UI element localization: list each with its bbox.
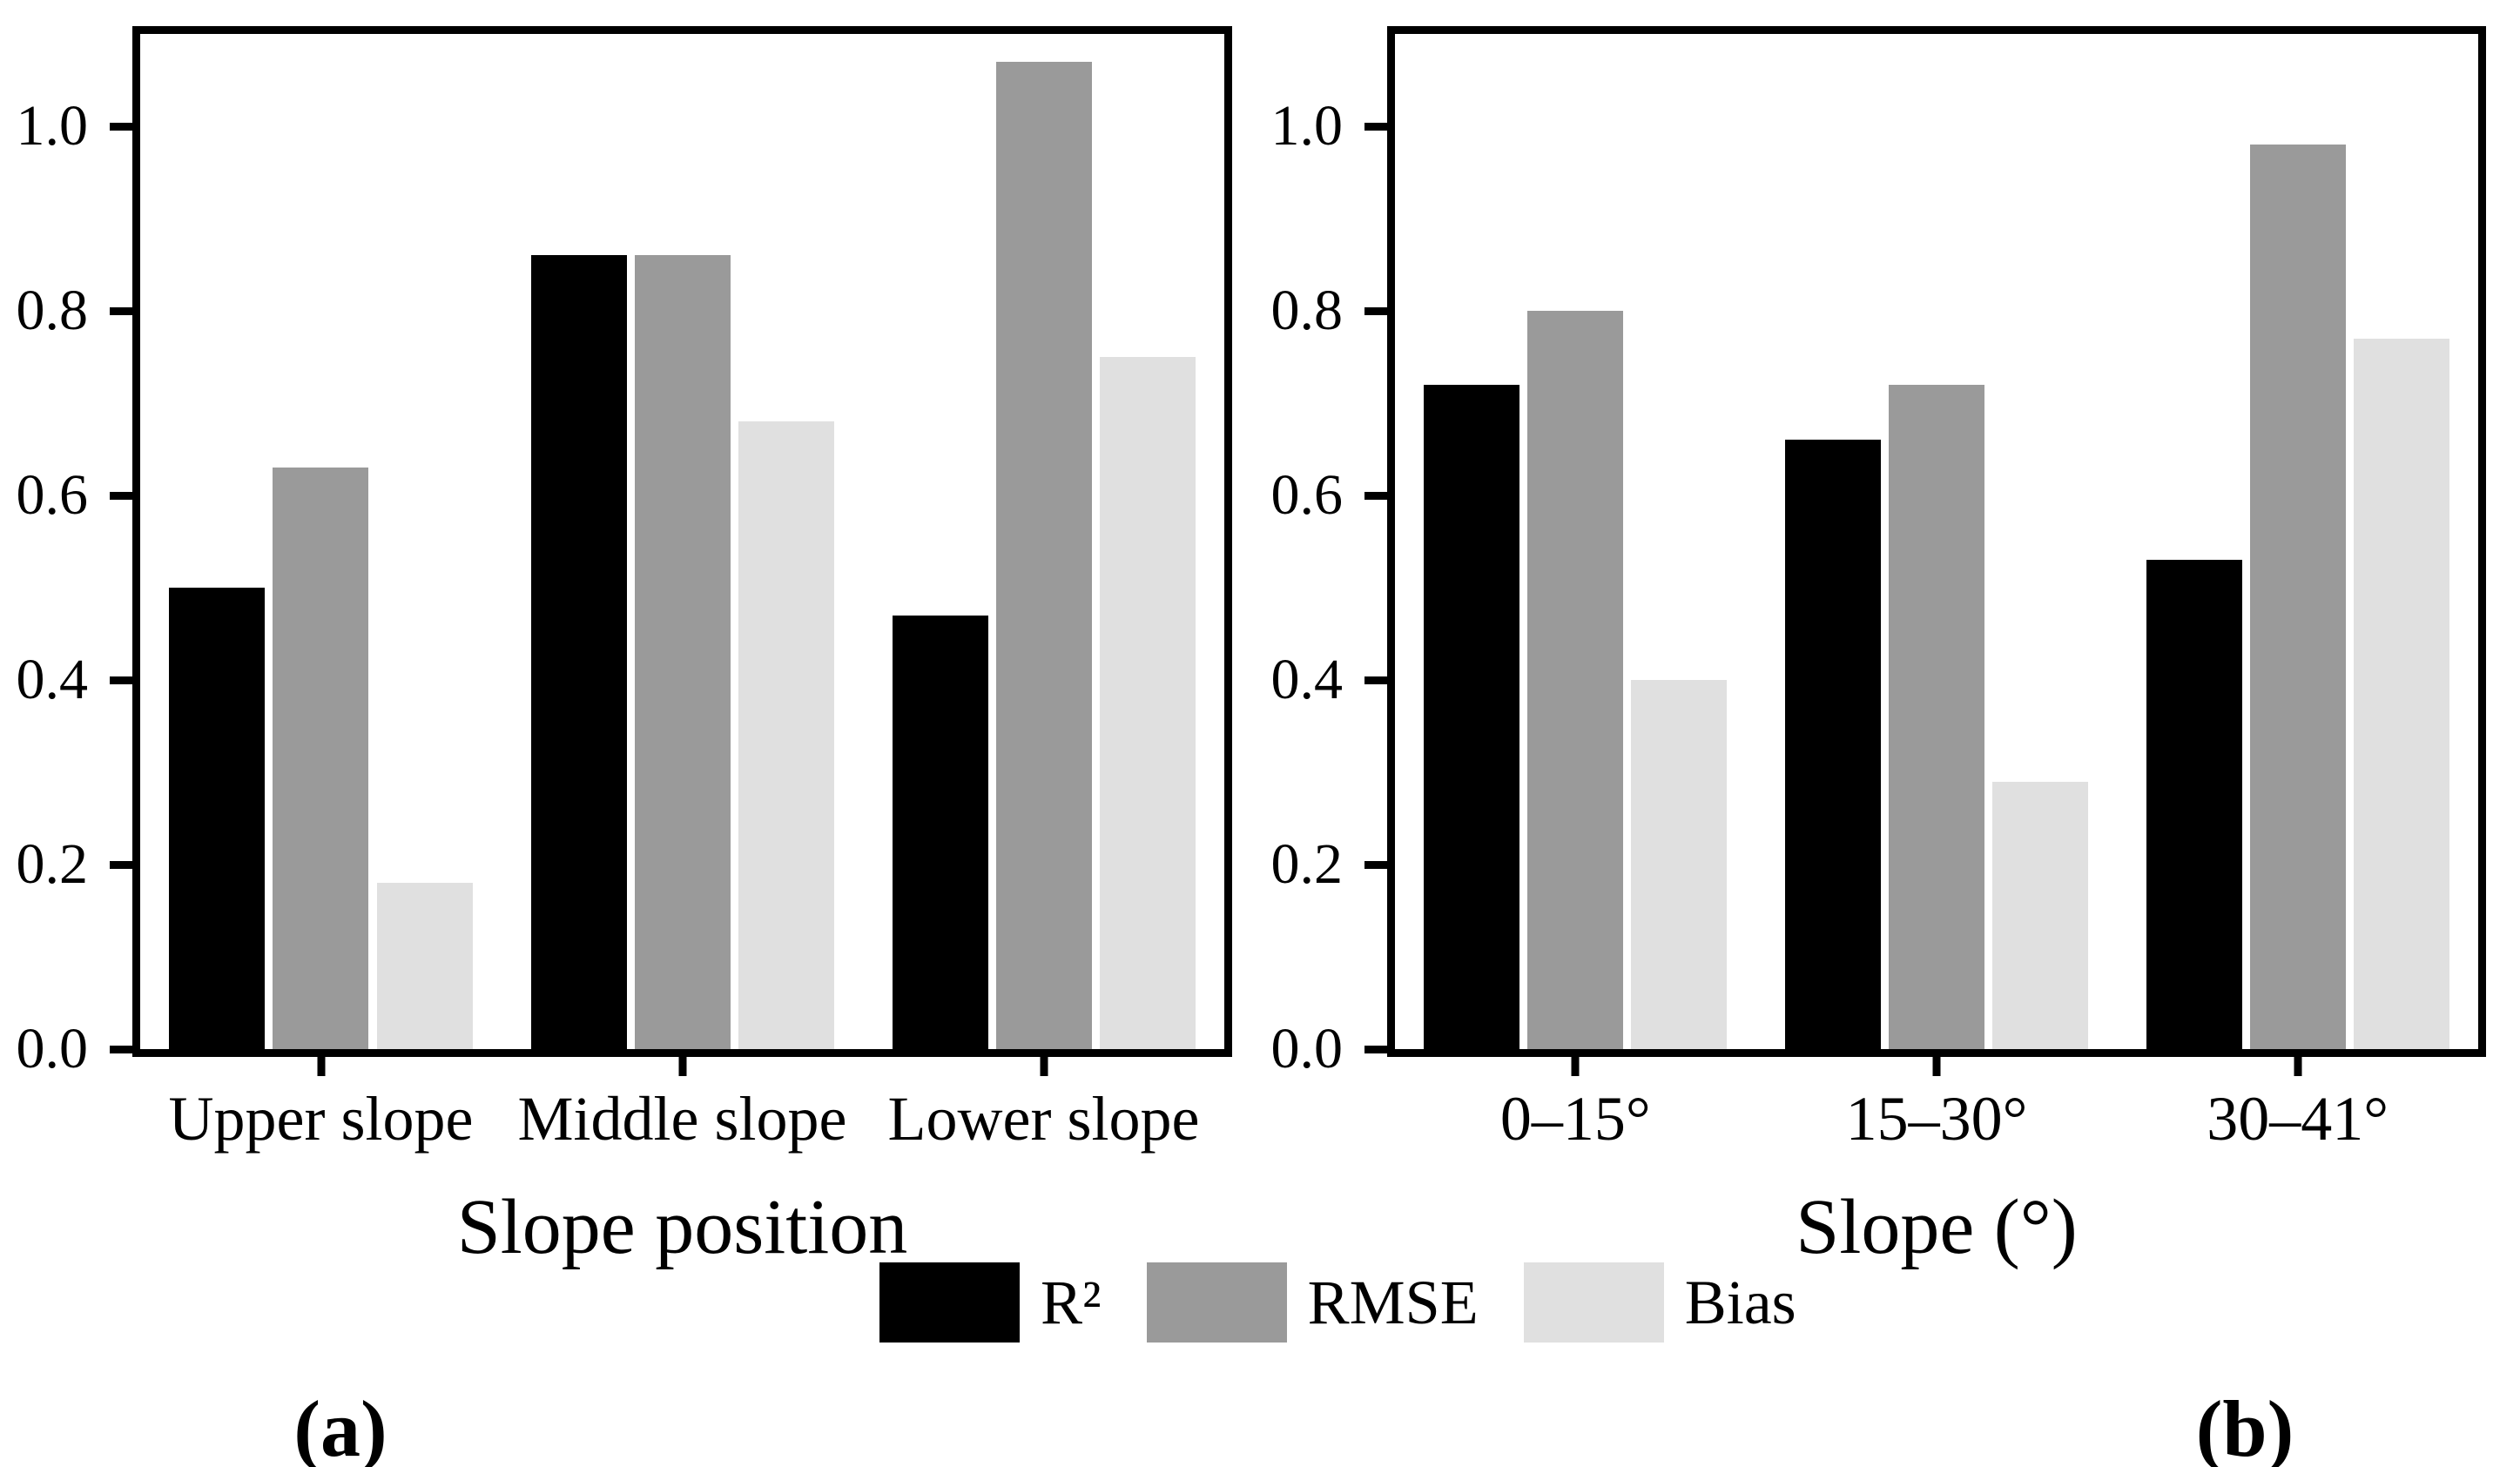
bar-rmse-b-group2 (1889, 384, 1984, 1049)
x-tick-label: 0–15° (1499, 1084, 1651, 1154)
x-tick-label: 30–41° (2207, 1084, 2389, 1154)
y-tick-label: 0.4 (16, 648, 89, 711)
y-tick-label: 0.8 (1270, 279, 1344, 342)
y-axis-tick (1364, 122, 1387, 131)
y-tick-label: 0.8 (16, 279, 89, 342)
bar-rmse-a-group3 (995, 61, 1092, 1049)
y-axis-tick (1364, 491, 1387, 500)
x-axis-tick (1571, 1057, 1580, 1076)
y-tick-label: 0.2 (1270, 832, 1344, 896)
bar-bias-b-group1 (1631, 680, 1728, 1049)
bar-bias-b-group3 (2353, 338, 2449, 1049)
x-axis-tick (678, 1057, 686, 1076)
y-tick-label: 0.2 (16, 832, 89, 896)
y-tick-label: 1.0 (16, 94, 89, 158)
x-axis-tick (1932, 1057, 1941, 1076)
panel-a-x-axis-label: Slope position (456, 1184, 908, 1270)
legend-item-bias: Bias (1523, 1262, 1796, 1343)
y-axis-tick (1364, 860, 1387, 869)
y-tick-label: 1.0 (1270, 94, 1344, 158)
bar-rmse-a-group2 (634, 255, 731, 1049)
bar-r2-b-group1 (1424, 384, 1520, 1049)
legend-label-bias: Bias (1684, 1268, 1796, 1337)
bar-r2-a-group2 (530, 255, 627, 1049)
y-axis-tick (110, 306, 132, 315)
y-tick-label: 0.4 (1270, 648, 1344, 711)
bar-r2-b-group3 (2146, 560, 2242, 1049)
y-axis-tick (1364, 306, 1387, 315)
legend-item-r2: R² (879, 1262, 1102, 1343)
bar-rmse-a-group1 (273, 468, 369, 1049)
y-tick-label: 0.6 (16, 463, 89, 527)
x-axis-tick (2294, 1057, 2302, 1076)
panel-b-plot-box: 0.0 0.2 0.4 0.6 0.8 1.0 0–15° 15–30° 30–41° Slop… (1271, 26, 2486, 1268)
bar-rmse-b-group1 (1527, 311, 1624, 1049)
y-axis-tick (110, 122, 132, 131)
legend-item-rmse: RMSE (1146, 1262, 1479, 1343)
legend-label-rmse: RMSE (1307, 1268, 1479, 1337)
y-tick-label: 0.0 (1270, 1017, 1344, 1080)
y-axis-tick (1364, 1045, 1387, 1053)
x-axis-tick (1040, 1057, 1048, 1076)
bar-bias-a-group3 (1099, 357, 1196, 1049)
bar-bias-a-group2 (738, 421, 834, 1049)
panel-b-caption: (b) (2195, 1384, 2294, 1467)
panel-a-caption: (a) (293, 1384, 387, 1467)
y-axis-tick (110, 676, 132, 684)
y-tick-label: 0.0 (16, 1017, 89, 1080)
bar-r2-b-group2 (1785, 440, 1881, 1049)
legend-swatch-rmse (1146, 1262, 1287, 1343)
panel-b-x-axis-label: Slope (°) (1796, 1184, 2078, 1270)
x-tick-label: 15–30° (1845, 1084, 2028, 1154)
bar-r2-a-group3 (892, 615, 988, 1049)
y-axis-tick (110, 491, 132, 500)
y-tick-label: 0.6 (1270, 463, 1344, 527)
legend-swatch-bias (1523, 1262, 1664, 1343)
x-tick-label: Upper slope (168, 1084, 474, 1154)
panel-a-plot-box: 0.0 0.2 0.4 0.6 0.8 1.0 Upper slope Middle slop… (17, 26, 1232, 1268)
legend: R² RMSE Bias (879, 1262, 1796, 1343)
y-axis-tick (1364, 676, 1387, 684)
bar-r2-a-group1 (169, 588, 266, 1049)
x-axis-tick (317, 1057, 325, 1076)
panel-b-plot-area: 0.0 0.2 0.4 0.6 0.8 1.0 0–15° 15–30° 30–41° (1271, 34, 2478, 1152)
y-axis-tick (110, 1045, 132, 1053)
legend-label-r2: R² (1041, 1268, 1102, 1337)
bar-rmse-b-group3 (2249, 145, 2346, 1049)
bar-bias-a-group1 (376, 883, 473, 1049)
legend-swatch-r2 (879, 1262, 1020, 1343)
y-axis-tick (110, 860, 132, 869)
panel-a-plot-area: 0.0 0.2 0.4 0.6 0.8 1.0 Upper slope Middle slop… (17, 34, 1224, 1152)
x-tick-label: Middle slope (517, 1084, 847, 1154)
bar-bias-b-group2 (1992, 781, 2088, 1049)
x-tick-label: Lower slope (887, 1084, 1200, 1154)
